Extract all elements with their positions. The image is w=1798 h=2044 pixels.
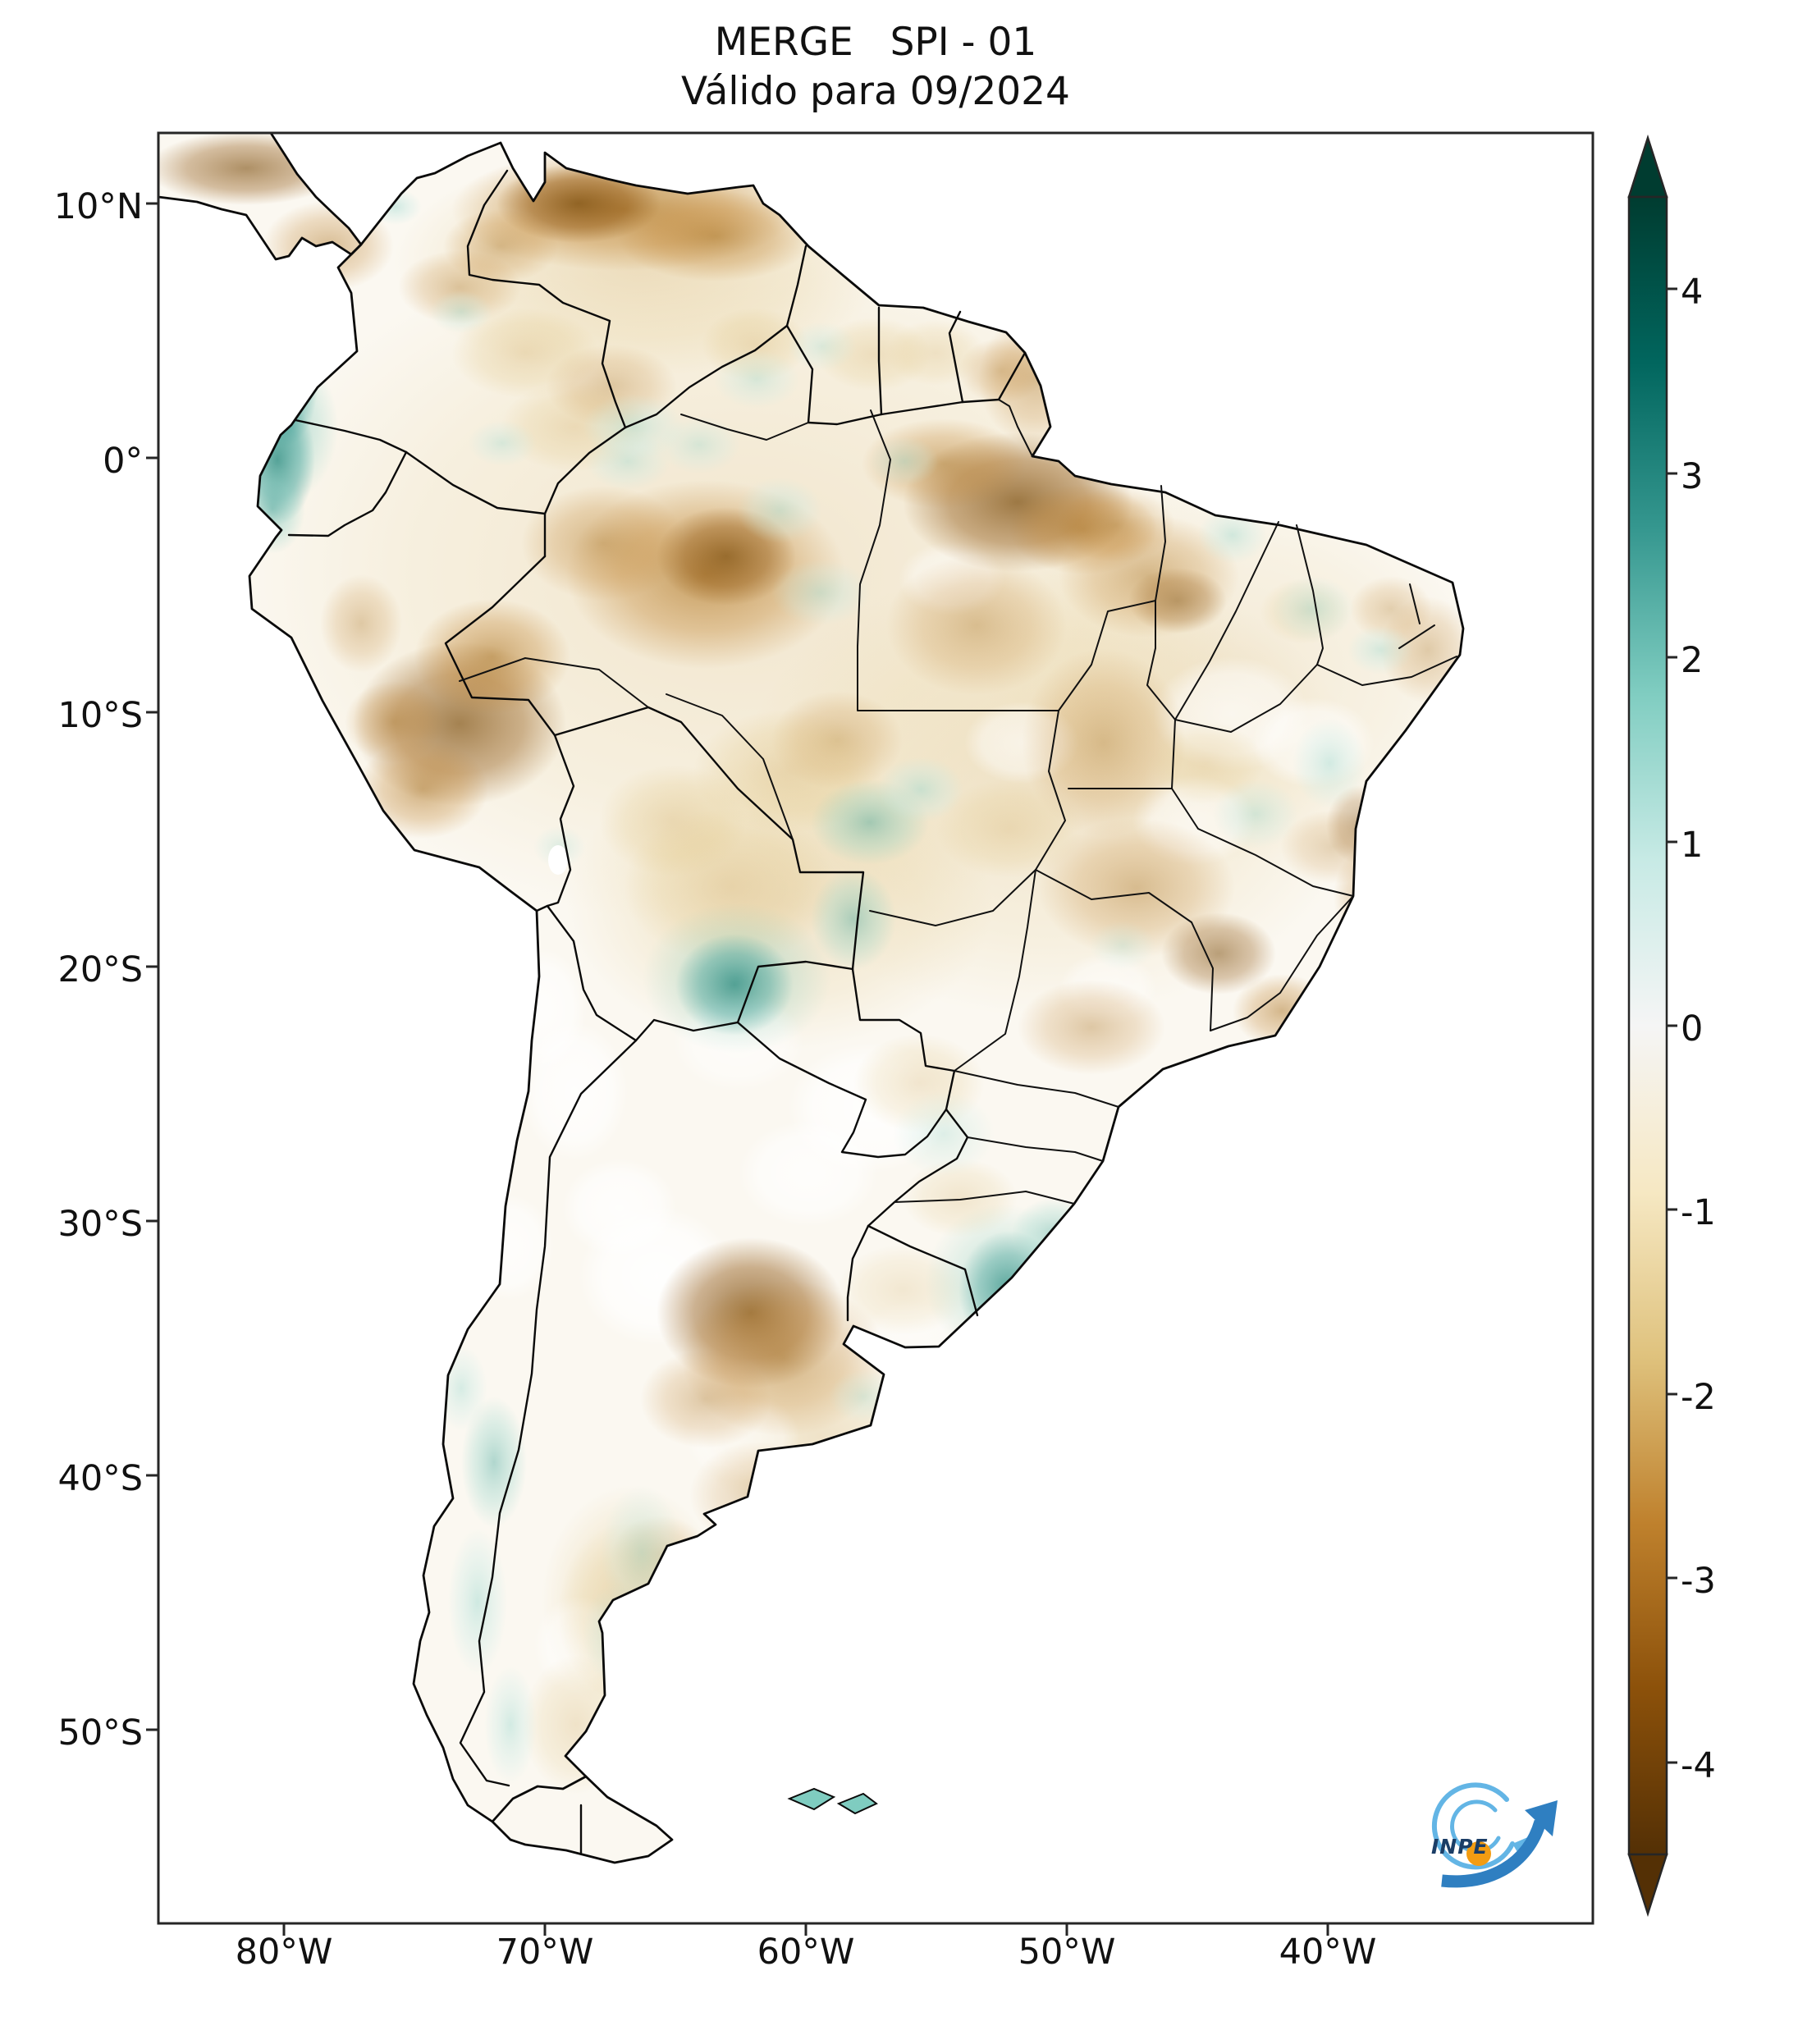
lat-tick-label: 50°S <box>57 1712 143 1754</box>
lon-tick-label: 80°W <box>235 1932 333 1973</box>
colorbar-upper-arrow <box>1627 134 1668 199</box>
inpe-logo <box>1431 1782 1558 1888</box>
axis-ticks <box>146 202 1329 1936</box>
lat-tick-label: 10°S <box>57 695 143 736</box>
chart-title: MERGE SPI - 01 <box>714 20 1037 65</box>
colorbar-tick-label: 4 <box>1681 272 1704 313</box>
lat-tick-label: 30°S <box>57 1204 143 1245</box>
chart-subtitle: Válido para 09/2024 <box>681 69 1070 114</box>
colorbar-ticks <box>1667 287 1677 1764</box>
country-borders <box>287 169 1027 1854</box>
lat-tick-label: 40°S <box>57 1458 143 1499</box>
inpe-logo-orange-dot <box>1466 1841 1491 1866</box>
colorbar-tick-label: -4 <box>1681 1745 1716 1786</box>
lat-tick-label: 20°S <box>57 949 143 990</box>
state-borders <box>459 399 1457 1205</box>
lon-tick-label: 60°W <box>757 1932 855 1973</box>
falkland-islands <box>787 1787 878 1815</box>
colorbar-tick-label: 3 <box>1681 456 1704 497</box>
colorbar-gradient <box>1627 195 1668 1856</box>
lon-tick-label: 50°W <box>1018 1932 1116 1973</box>
colorbar <box>1627 134 1677 1918</box>
colorbar-tick-label: 0 <box>1681 1008 1704 1049</box>
colorbar-tick-label: 2 <box>1681 640 1704 681</box>
lat-tick-label: 10°N <box>53 186 143 227</box>
lon-tick-label: 40°W <box>1279 1932 1377 1973</box>
lon-tick-label: 70°W <box>496 1932 594 1973</box>
lat-tick-label: 0° <box>103 441 143 482</box>
map-frame-border <box>157 131 1594 1925</box>
colorbar-tick-label: -3 <box>1681 1561 1716 1602</box>
colorbar-tick-label: -2 <box>1681 1377 1716 1418</box>
inpe-logo-label: INPE <box>1431 1835 1489 1859</box>
colorbar-lower-arrow <box>1627 1853 1668 1918</box>
inpe-logo-arrow-head <box>1525 1800 1558 1836</box>
colorbar-tick-label: -1 <box>1681 1192 1716 1233</box>
colorbar-tick-label: 1 <box>1681 825 1704 866</box>
